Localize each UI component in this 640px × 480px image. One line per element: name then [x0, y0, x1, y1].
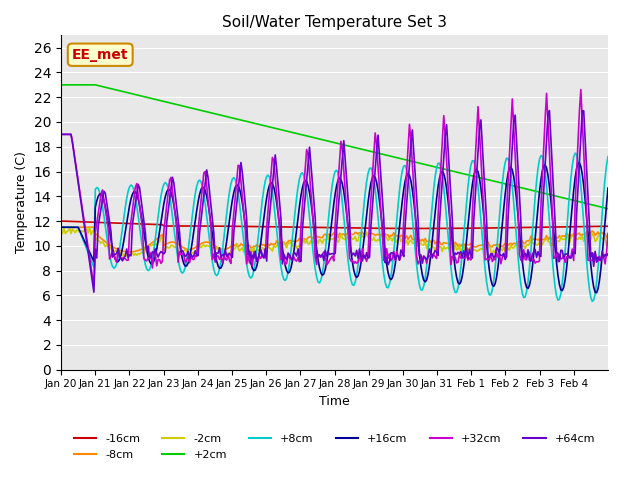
Y-axis label: Temperature (C): Temperature (C) [15, 152, 28, 253]
Legend: -16cm, -8cm, -2cm, +2cm, +8cm, +16cm, +32cm, +64cm: -16cm, -8cm, -2cm, +2cm, +8cm, +16cm, +3… [70, 430, 600, 464]
Text: EE_met: EE_met [72, 48, 129, 62]
Title: Soil/Water Temperature Set 3: Soil/Water Temperature Set 3 [222, 15, 447, 30]
X-axis label: Time: Time [319, 395, 350, 408]
